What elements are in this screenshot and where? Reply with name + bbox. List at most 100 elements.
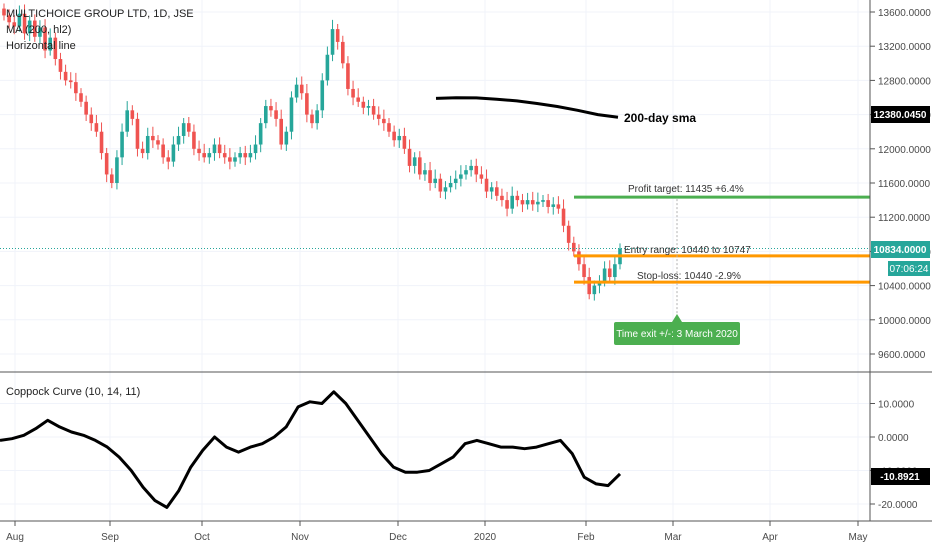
countdown-bg (888, 261, 930, 276)
candle-body (187, 123, 191, 132)
candle-body (104, 153, 109, 175)
time-tick-label: Oct (194, 532, 210, 543)
time-tick-label: Mar (664, 532, 682, 543)
price-tick-label: 13600.0000 (878, 8, 931, 19)
candle-body (110, 174, 114, 183)
countdown-badge: 07:06:24 (888, 261, 930, 276)
candle-body (561, 208, 566, 226)
candle-body (299, 84, 304, 94)
price-tick-label: 12000.0000 (878, 145, 931, 156)
time-tick-label: Sep (101, 532, 119, 543)
candle-body (63, 71, 68, 81)
candle-body (305, 93, 309, 115)
candle-body (346, 63, 350, 89)
candle-body (438, 178, 443, 192)
candle-body (464, 170, 468, 175)
candle-body (392, 131, 396, 141)
candle-body (325, 54, 330, 81)
price-axis-ticks[interactable]: 13600.000013200.000012800.000012400.0000… (870, 8, 931, 361)
candle-body (12, 22, 17, 27)
candle-body (412, 157, 417, 166)
candle-body (243, 153, 248, 158)
candle-body (79, 93, 83, 102)
candle-body (115, 157, 119, 183)
candle-body (151, 135, 155, 141)
candle-body (613, 264, 617, 278)
candle-body (264, 106, 268, 124)
candle-body (402, 135, 407, 149)
coppock-tick-label: 0.0000 (878, 433, 909, 444)
candle-body (315, 110, 319, 124)
candle-body (489, 187, 494, 192)
candle-body (479, 174, 484, 179)
candle-body (284, 131, 289, 145)
candle-body (356, 97, 360, 102)
candle-body (279, 118, 283, 145)
price-candles (2, 3, 622, 301)
coppock-value-bg (871, 468, 930, 485)
candle-body (217, 144, 222, 154)
time-tick-label: Feb (577, 532, 595, 543)
grid-lines (0, 0, 870, 521)
coppock-title[interactable]: Coppock Curve (10, 14, 11) (6, 386, 141, 398)
candle-body (53, 37, 58, 60)
candle-body (68, 80, 73, 83)
time-axis-ticks[interactable]: Aug Sep Oct Nov Dec 2020 Feb Mar Apr May (6, 521, 867, 543)
candle-body (428, 170, 432, 183)
candle-body (505, 200, 509, 209)
candle-body (371, 106, 376, 115)
candle-body (161, 144, 165, 158)
candle-body (202, 153, 206, 158)
candle-body (448, 183, 453, 188)
price-tick-label: 12800.0000 (878, 76, 931, 87)
ma-indicator-label[interactable]: MA (200, hl2) (6, 24, 72, 36)
candle-body (366, 106, 371, 108)
candle-body (397, 135, 402, 141)
candle-body (38, 27, 42, 37)
price-tick-label: 10000.0000 (878, 316, 931, 327)
symbol-title[interactable]: MULTICHOICE GROUP LTD, 1D, JSE (6, 8, 194, 20)
exit-badge-box (614, 322, 740, 345)
coppock-value-text: -10.8921 (880, 472, 920, 483)
price-tick-label: 11200.0000 (878, 213, 931, 224)
candle-body (418, 157, 422, 175)
candle-body (228, 157, 232, 162)
countdown-text: 07:06:24 (890, 264, 929, 275)
candle-body (43, 27, 47, 51)
candle-body (269, 106, 273, 111)
candle-body (294, 84, 299, 98)
time-tick-label: May (849, 532, 868, 543)
exit-label: Time exit +/-: 3 March 2020 (616, 329, 738, 340)
candle-body (520, 200, 525, 205)
exit-badge[interactable]: Time exit +/-: 3 March 2020 (614, 314, 740, 345)
sma-line (435, 96, 619, 119)
candle-body (335, 29, 340, 42)
candle-body (330, 29, 335, 55)
candle-body (171, 144, 176, 162)
candle-body (22, 13, 27, 34)
coppock-legend: Coppock Curve (10, 14, 11) (6, 384, 140, 400)
candle-body (48, 37, 52, 51)
candle-body (145, 135, 150, 154)
candle-body (474, 165, 479, 175)
candle-body (592, 285, 597, 295)
candle-body (238, 153, 242, 158)
candle-body (33, 20, 37, 37)
horizontal-line-label[interactable]: Horizontal line (6, 40, 76, 52)
candle-body (387, 123, 391, 132)
candle-body (222, 153, 227, 158)
candle-body (582, 264, 586, 278)
candle-body (566, 225, 571, 243)
candle-body (17, 13, 22, 27)
candle-body (258, 123, 263, 145)
price-tick-label: 13200.0000 (878, 42, 931, 53)
candle-body (515, 195, 520, 201)
candle-body (341, 41, 345, 64)
time-tick-label: Nov (291, 532, 309, 543)
candle-body (453, 178, 458, 183)
time-tick-label: Dec (389, 532, 407, 543)
candle-body (572, 242, 576, 252)
candle-body (525, 200, 530, 205)
